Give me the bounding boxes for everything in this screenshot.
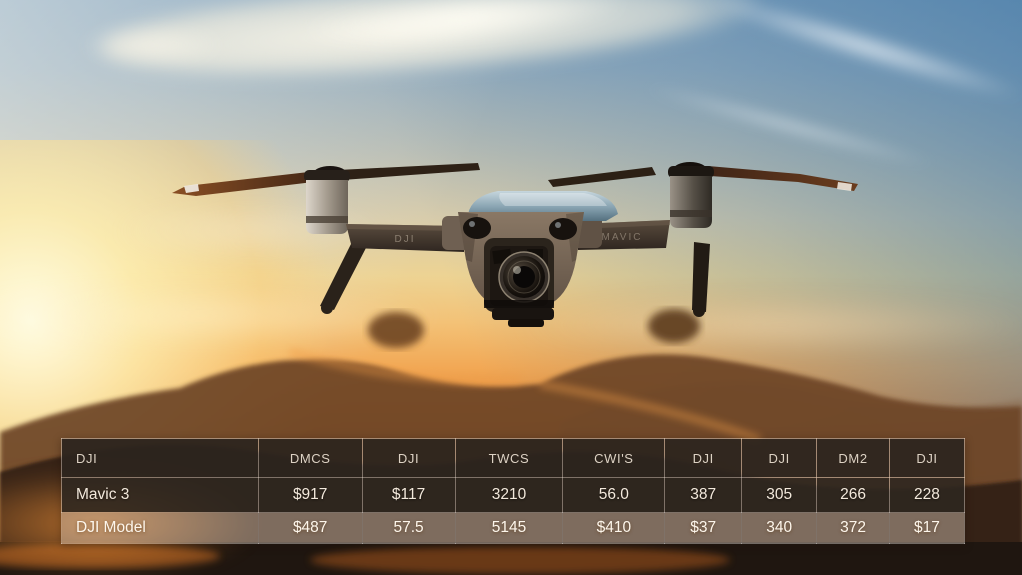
drone-leg-right <box>692 242 710 317</box>
foreground-light-streak <box>310 546 730 574</box>
drone-leg-left <box>320 242 368 314</box>
row-label: DJI Model <box>61 512 259 544</box>
table-cell: $117 <box>361 477 456 513</box>
drone-sensor-eyes <box>463 217 577 240</box>
table-cell: 5145 <box>454 512 564 544</box>
table-cell: 3210 <box>454 477 564 513</box>
column-header: CWI'S <box>562 438 666 478</box>
table-cell: 228 <box>888 477 966 513</box>
column-header: DJI <box>361 438 456 478</box>
drone-rear-pod-left <box>368 312 424 348</box>
column-header: DM2 <box>816 438 890 478</box>
drone-body <box>442 191 618 327</box>
table-cell: $487 <box>257 512 363 544</box>
drone-spec-table: DJI DMCS DJI TWCS CWI'S DJI DJI DM2 DJI … <box>61 438 966 544</box>
row-label: Mavic 3 <box>61 477 259 513</box>
horizon-haze <box>0 292 440 340</box>
drone-motor-left <box>304 170 350 234</box>
table-cell: 57.5 <box>361 512 456 544</box>
drone-illustration: DJI MAVIC <box>172 162 858 348</box>
table-cell: $410 <box>562 512 666 544</box>
drone-rear-pod-right <box>648 309 700 343</box>
cloud <box>78 28 228 62</box>
drone-arm-left: DJI <box>346 224 464 252</box>
table-cell: 266 <box>816 477 890 513</box>
table-cell: 372 <box>816 512 890 544</box>
table-cell: $917 <box>257 477 363 513</box>
table-cell: $37 <box>664 512 743 544</box>
table-row: Mavic 3 $917 $117 3210 56.0 387 305 266 … <box>61 477 966 513</box>
table-cell: $17 <box>888 512 966 544</box>
drone-motor-right <box>668 166 714 228</box>
table-cell: 340 <box>741 512 818 544</box>
table-cell: 305 <box>741 477 818 513</box>
column-header: DJI <box>61 438 259 478</box>
horizon-haze <box>520 302 1022 348</box>
column-header: DJI <box>888 438 966 478</box>
column-header: DMCS <box>257 438 363 478</box>
table-header-row: DJI DMCS DJI TWCS CWI'S DJI DJI DM2 DJI <box>61 438 966 478</box>
drone-arm-label-right: MAVIC <box>602 232 643 243</box>
drone-arm-label-left: DJI <box>395 234 416 245</box>
drone-camera-gimbal <box>484 238 554 327</box>
table-cell: 56.0 <box>562 477 666 513</box>
column-header: DJI <box>664 438 743 478</box>
table-row-highlighted: DJI Model $487 57.5 5145 $410 $37 340 37… <box>61 512 966 544</box>
sunlit-ridge-highlight <box>288 348 762 444</box>
table-cell: 387 <box>664 477 743 513</box>
column-header: TWCS <box>454 438 564 478</box>
column-header: DJI <box>741 438 818 478</box>
